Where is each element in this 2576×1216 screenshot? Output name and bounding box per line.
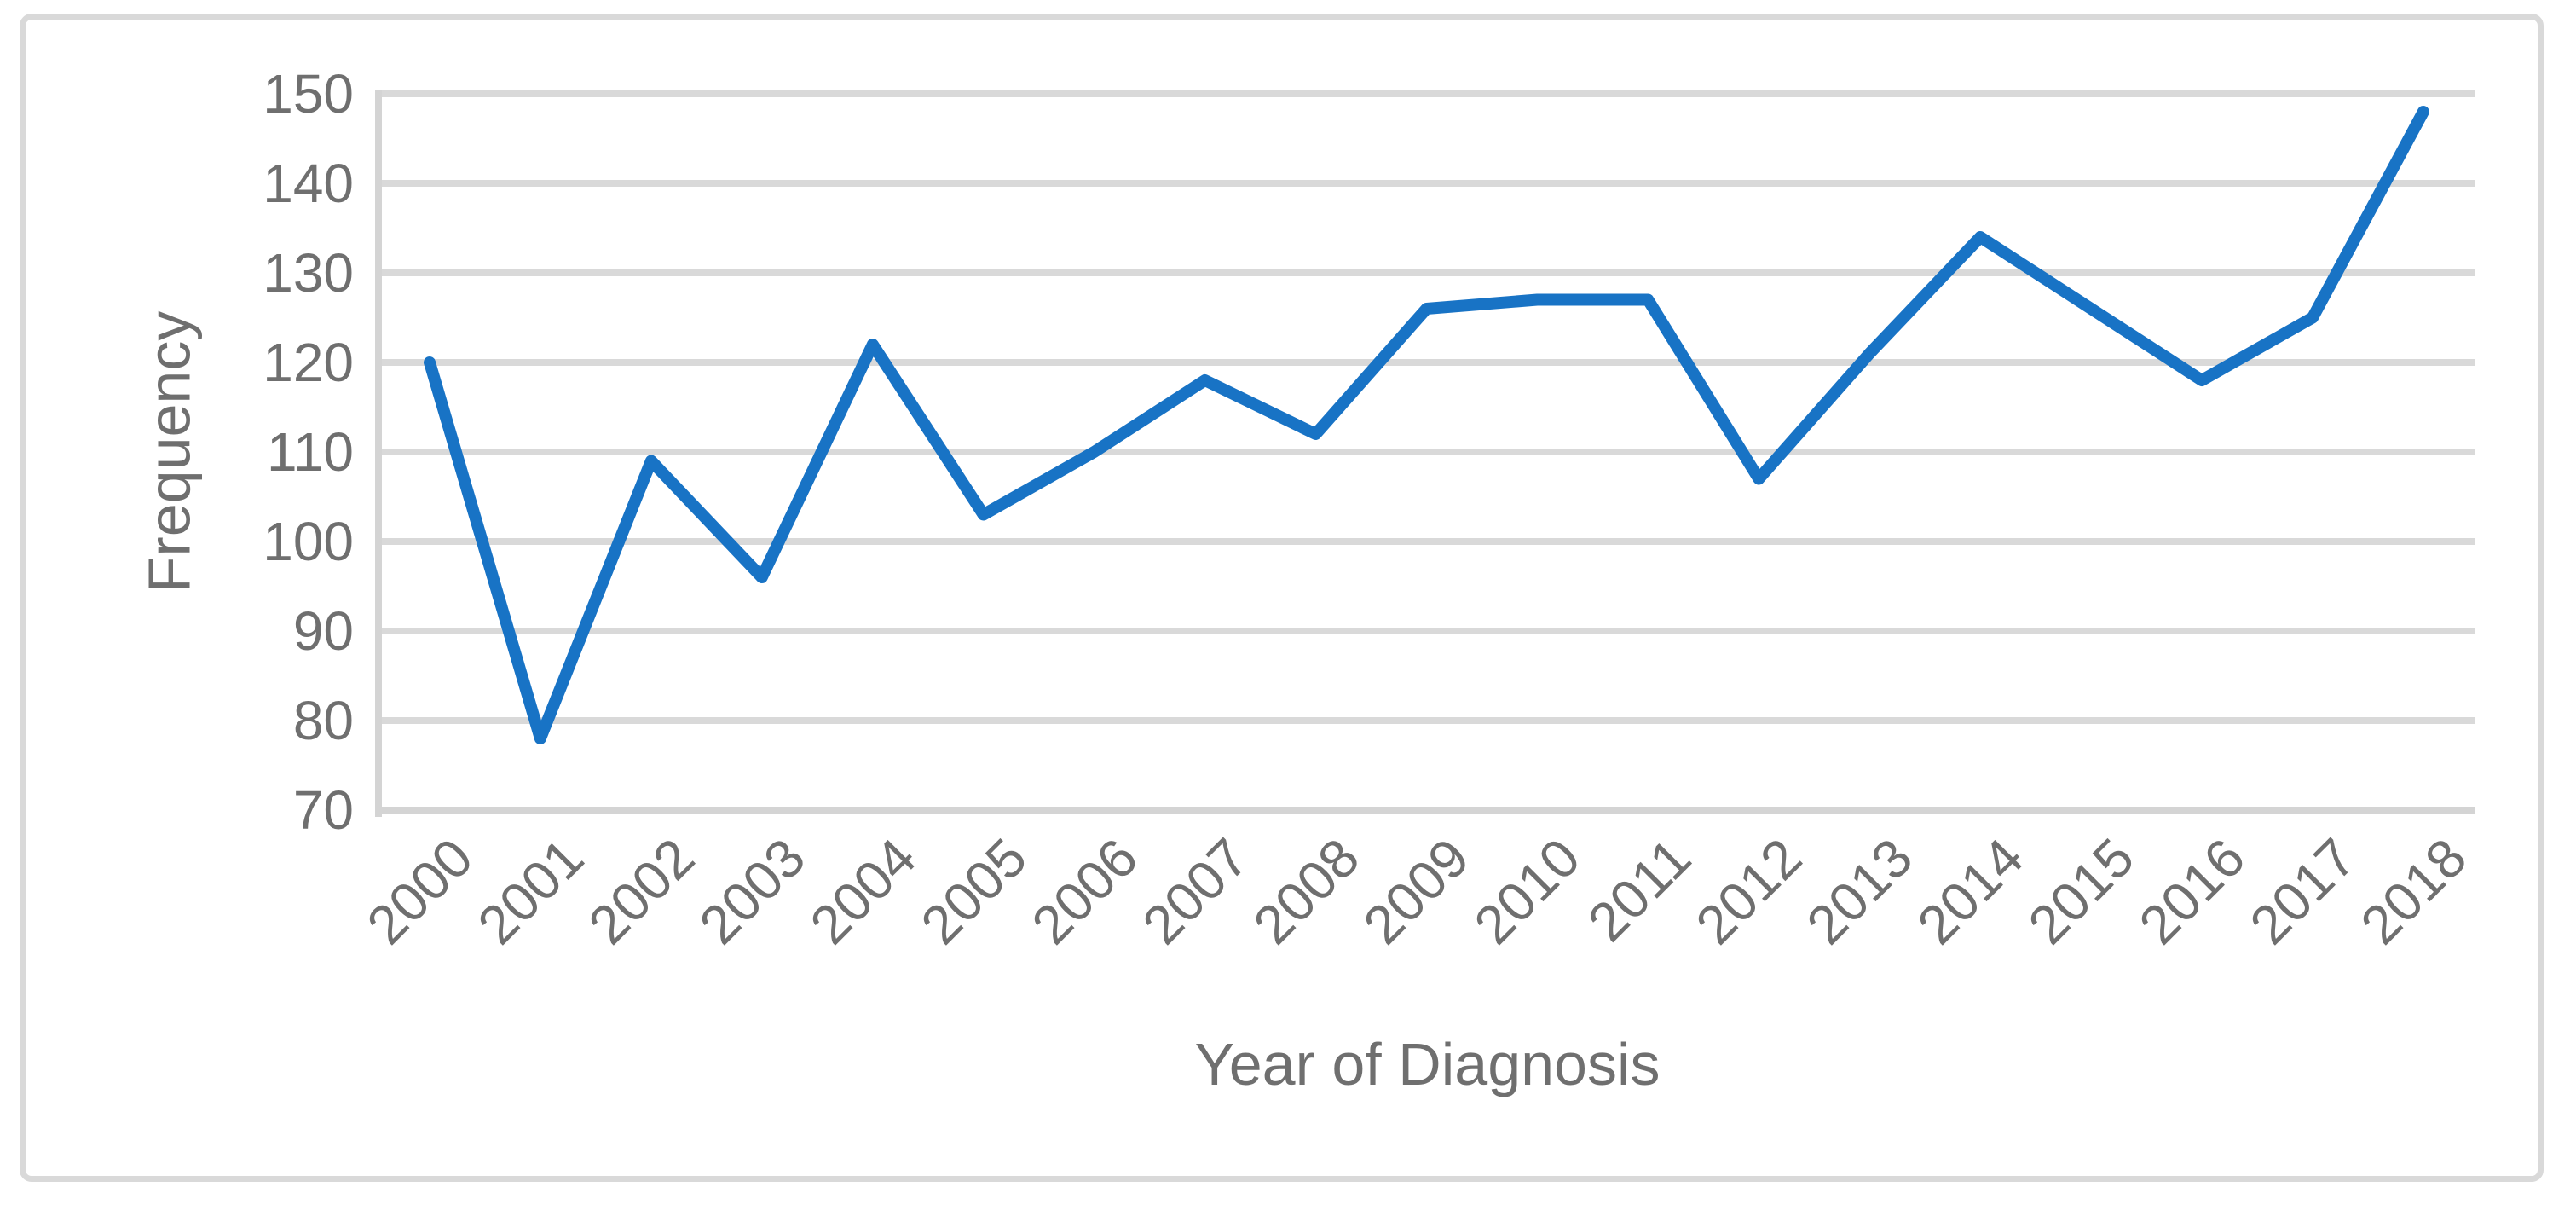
y-tick-label-120: 120 [263,332,354,393]
y-tick-label-90: 90 [292,600,354,662]
y-tick-label-110: 110 [266,421,354,483]
x-axis-title: Year of Diagnosis [379,1030,2475,1098]
gridline-y-100 [379,538,2475,545]
gridline-y-140 [379,180,2475,187]
gridline-y-130 [379,269,2475,276]
y-tick-label-140: 140 [263,153,354,214]
y-tick-label-80: 80 [292,690,354,751]
gridline-y-150 [379,90,2475,97]
y-tick-label-70: 70 [292,779,354,841]
gridline-y-110 [379,449,2475,455]
x-axis-title-text: Year of Diagnosis [1194,1031,1661,1097]
frequency-series-line [424,106,2429,744]
gridline-y-90 [379,628,2475,634]
gridline-y-120 [379,359,2475,366]
y-tick-label-130: 130 [263,242,354,304]
gridline-y-80 [379,717,2475,724]
y-axis-line [375,90,382,817]
y-tick-label-150: 150 [263,63,354,124]
figure-border [20,14,2544,1182]
gridline-y-70 [379,807,2475,814]
y-tick-label-100: 100 [263,511,354,572]
y-axis-title: Frequency [101,94,237,810]
y-axis-title-text: Frequency [136,310,203,594]
